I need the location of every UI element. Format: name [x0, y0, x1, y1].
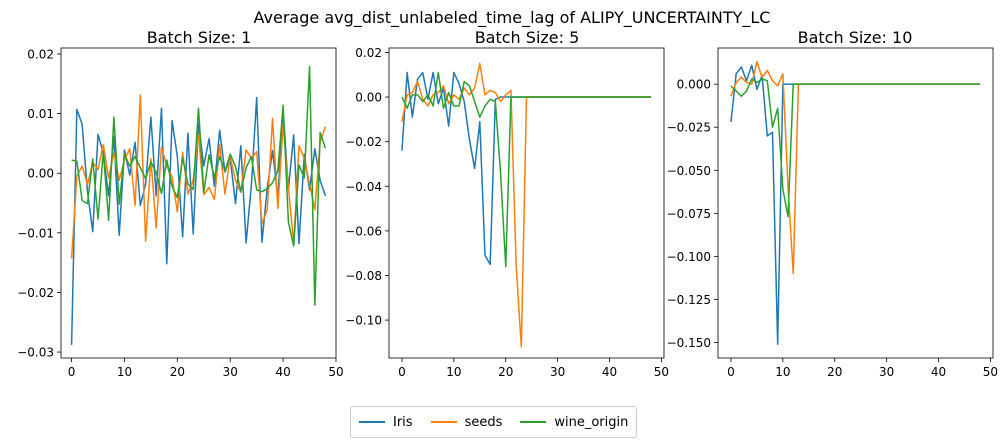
x-tick-label: 30 [879, 365, 894, 379]
legend-item-wine-origin: wine_origin [520, 415, 628, 430]
y-tick-label: −0.01 [17, 226, 54, 240]
x-tick-label: 0 [398, 365, 406, 379]
y-tick-label: −0.02 [345, 135, 382, 149]
y-tick-label: 0.000 [677, 78, 711, 92]
y-tick-label: −0.08 [345, 269, 382, 283]
y-tick-label: −0.04 [345, 180, 382, 194]
y-tick-label: −0.100 [667, 250, 711, 264]
x-tick-label: 0 [727, 365, 735, 379]
x-tick-label: 20 [827, 365, 842, 379]
x-tick-label: 50 [654, 365, 669, 379]
series-line-wine-origin [730, 78, 981, 218]
y-tick-label: −0.050 [667, 164, 711, 178]
y-tick-label: 0.00 [27, 167, 54, 181]
legend-swatch [430, 421, 457, 423]
x-tick-label: 30 [223, 365, 238, 379]
subplot-batch-10: Batch Size: 10 0 10 20 30 40 50 −0.150 −0.125 −0… [667, 28, 998, 379]
x-tick-label: 10 [446, 365, 461, 379]
axes-frame [60, 47, 337, 359]
x-tick-label: 40 [275, 365, 290, 379]
y-tick-label: −0.03 [17, 346, 54, 360]
legend-item-iris: Iris [359, 415, 413, 430]
legend-label: Iris [393, 414, 413, 430]
x-tick-label: 10 [117, 365, 132, 379]
x-tick-label: 30 [550, 365, 565, 379]
y-tick-label: −0.06 [345, 224, 382, 238]
legend-swatch [359, 421, 385, 423]
y-tick-label: −0.125 [667, 293, 711, 307]
x-tick-label: 50 [328, 365, 343, 379]
subplot-title: Batch Size: 5 [475, 28, 580, 47]
legend-item-seeds: seeds [430, 414, 503, 430]
y-tick-label: −0.150 [667, 336, 711, 350]
series-line-iris [730, 64, 981, 345]
x-tick-label: 50 [983, 365, 998, 379]
y-tick-label: −0.075 [667, 207, 711, 221]
y-tick-label: −0.025 [667, 121, 711, 135]
subplot-title: Batch Size: 10 [798, 28, 913, 47]
axes-frame [717, 47, 994, 359]
legend: Iris seeds wine_origin [350, 406, 638, 438]
legend-label: seeds [464, 414, 503, 430]
x-tick-label: 20 [498, 365, 513, 379]
subplot-batch-5: Batch Size: 5 0 10 20 30 40 50 −0.10 −0.08 −0.06… [345, 28, 669, 379]
series-line-seeds [401, 62, 652, 348]
x-tick-label: 40 [602, 365, 617, 379]
series-line-wine-origin [71, 65, 327, 306]
y-tick-label: 0.02 [27, 47, 54, 61]
legend-swatch [520, 421, 547, 423]
subplot-batch-1: Batch Size: 1 0 10 20 30 40 50 −0.03 −0.02 −0.01… [17, 28, 343, 379]
y-tick-label: −0.10 [345, 314, 382, 328]
series-line-seeds [70, 94, 327, 259]
y-tick-label: 0.02 [355, 46, 382, 60]
figure-title: Average avg_dist_unlabeled_time_lag of A… [254, 8, 771, 28]
subplot-title: Batch Size: 1 [147, 28, 252, 47]
x-tick-label: 20 [170, 365, 185, 379]
x-tick-label: 40 [931, 365, 946, 379]
axes-frame [388, 47, 665, 359]
series-line-wine-origin [401, 71, 652, 268]
y-tick-label: −0.02 [17, 286, 54, 300]
legend-label: wine_origin [554, 414, 629, 430]
x-tick-label: 10 [775, 365, 790, 379]
y-tick-label: 0.01 [27, 107, 54, 121]
y-tick-label: 0.00 [355, 91, 382, 105]
x-tick-label: 0 [68, 365, 76, 379]
